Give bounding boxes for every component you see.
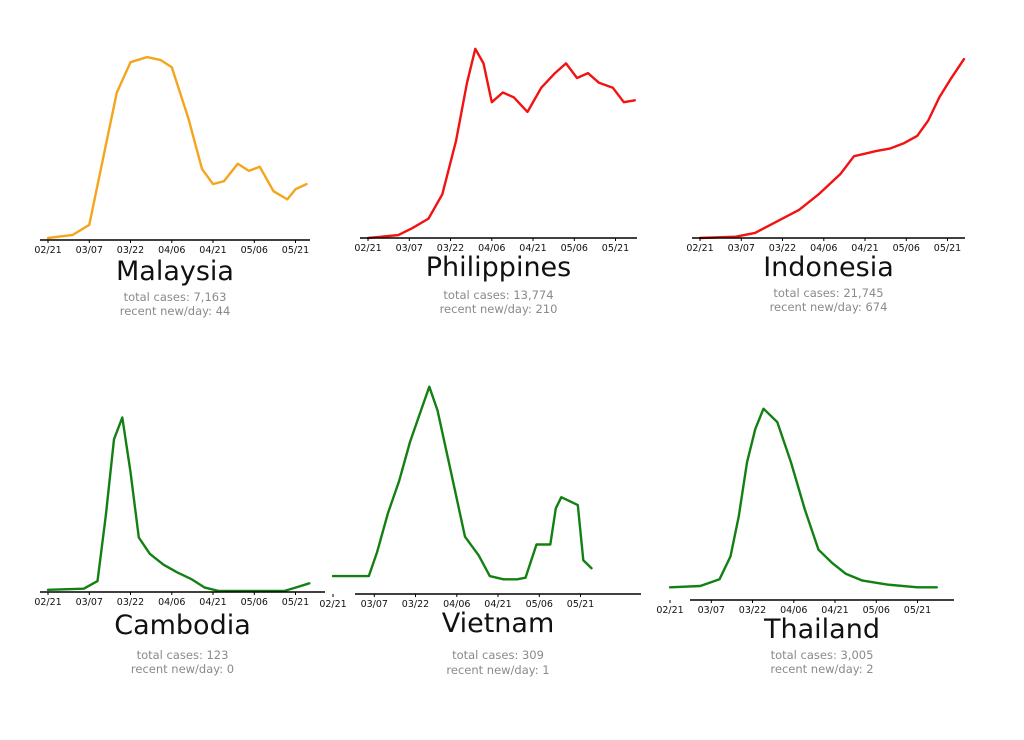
series-line-indonesia bbox=[698, 57, 966, 240]
recent-new-per-day-label: recent new/day: 0 bbox=[130, 662, 235, 676]
x-tick-label: 03/22 bbox=[117, 597, 144, 608]
recent-new-per-day-label: recent new/day: 210 bbox=[439, 302, 558, 316]
recent-new-per-day-label: recent new/day: 674 bbox=[769, 300, 888, 314]
chart-panel-thailand: 02/21 03/07 03/22 04/06 04/21 05/06 05/21 Thail… bbox=[656, 392, 982, 732]
x-tick-label: 02/21 bbox=[354, 243, 381, 254]
line-chart-thailand: 02/21 03/07 03/22 04/06 04/21 05/06 05/21 bbox=[656, 407, 954, 616]
x-tick-label: 04/21 bbox=[851, 243, 878, 254]
x-tick-label: 04/06 bbox=[780, 605, 807, 616]
x-tick-label: 04/06 bbox=[443, 599, 470, 610]
x-tick-label: 05/21 bbox=[602, 243, 629, 254]
x-tick-label: 04/06 bbox=[158, 245, 185, 256]
x-tick-label: 04/06 bbox=[158, 597, 185, 608]
x-tick-label: 03/22 bbox=[769, 243, 796, 254]
total-cases-label: total cases: 3,005 bbox=[770, 648, 874, 662]
x-tick-label: 02/21 bbox=[319, 599, 346, 610]
chart-title: Indonesia bbox=[763, 252, 894, 283]
x-tick-label: 04/06 bbox=[810, 243, 837, 254]
x-tick-label: 05/21 bbox=[904, 605, 931, 616]
x-tick-label: 03/07 bbox=[396, 243, 423, 254]
chart-title: Thailand bbox=[764, 614, 880, 645]
x-tick-label: 05/06 bbox=[863, 605, 890, 616]
x-tick-label: 03/07 bbox=[76, 597, 103, 608]
line-chart-philippines: 02/21 03/07 03/22 04/06 04/21 05/06 05/21 bbox=[354, 47, 637, 254]
line-chart-malaysia: 02/21 03/07 03/22 04/06 04/21 05/06 05/21 bbox=[34, 55, 310, 256]
x-tick-label: 05/21 bbox=[282, 245, 309, 256]
x-tick-label: 03/07 bbox=[728, 243, 755, 254]
recent-new-per-day-label: recent new/day: 2 bbox=[770, 662, 874, 676]
x-tick-label: 05/06 bbox=[893, 243, 920, 254]
x-tick-label: 02/21 bbox=[34, 245, 61, 256]
x-tick-label: 05/21 bbox=[567, 599, 594, 610]
series-line-cambodia bbox=[46, 416, 311, 593]
recent-new-per-day-label: recent new/day: 1 bbox=[446, 663, 550, 677]
series-line-malaysia bbox=[46, 55, 308, 240]
chart-title: Vietnam bbox=[441, 608, 555, 639]
x-tick-label: 04/21 bbox=[519, 243, 546, 254]
x-tick-label: 04/21 bbox=[484, 599, 511, 610]
chart-title: Malaysia bbox=[116, 256, 234, 287]
x-tick-label: 03/07 bbox=[76, 245, 103, 256]
line-chart-cambodia: 02/21 03/07 03/22 04/06 04/21 05/06 05/21 bbox=[34, 416, 325, 608]
line-chart-indonesia: 02/21 03/07 03/22 04/06 04/21 05/06 05/21 bbox=[686, 57, 966, 254]
x-tick-label: 03/07 bbox=[698, 605, 725, 616]
x-tick-label: 04/21 bbox=[199, 597, 226, 608]
chart-panel-malaysia: 02/21 03/07 03/22 04/06 04/21 05/06 05/21 Malay… bbox=[34, 40, 360, 380]
x-tick-label: 05/21 bbox=[934, 243, 961, 254]
chart-title: Philippines bbox=[425, 252, 572, 283]
country-charts-grid: 02/21 03/07 03/22 04/06 04/21 05/06 05/21 Malay… bbox=[34, 40, 1012, 712]
total-cases-label: total cases: 13,774 bbox=[443, 288, 554, 302]
series-line-philippines bbox=[366, 47, 636, 240]
x-tick-label: 05/06 bbox=[561, 243, 588, 254]
chart-panel-vietnam: 02/21 03/07 03/22 04/06 04/21 05/06 05/21 Vietn… bbox=[319, 372, 645, 712]
chart-panel-cambodia: 02/21 03/07 03/22 04/06 04/21 05/06 05/21 Cambo… bbox=[34, 400, 360, 740]
chart-title: Cambodia bbox=[114, 610, 251, 641]
x-tick-label: 05/06 bbox=[241, 597, 268, 608]
total-cases-label: total cases: 123 bbox=[136, 648, 229, 662]
total-cases-label: total cases: 7,163 bbox=[123, 290, 227, 304]
x-tick-label: 03/22 bbox=[117, 245, 144, 256]
x-tick-label: 02/21 bbox=[656, 605, 683, 616]
chart-panel-indonesia: 02/21 03/07 03/22 04/06 04/21 05/06 05/21 Indon… bbox=[686, 40, 1012, 380]
x-tick-label: 04/06 bbox=[478, 243, 505, 254]
series-line-vietnam bbox=[331, 385, 593, 581]
x-tick-label: 05/06 bbox=[241, 245, 268, 256]
x-tick-label: 03/07 bbox=[361, 599, 388, 610]
x-tick-label: 03/22 bbox=[739, 605, 766, 616]
x-tick-label: 02/21 bbox=[686, 243, 713, 254]
x-tick-label: 04/21 bbox=[821, 605, 848, 616]
x-tick-label: 03/22 bbox=[402, 599, 429, 610]
total-cases-label: total cases: 21,745 bbox=[773, 286, 884, 300]
x-tick-label: 04/21 bbox=[199, 245, 226, 256]
x-tick-label: 05/06 bbox=[526, 599, 553, 610]
line-chart-vietnam: 02/21 03/07 03/22 04/06 04/21 05/06 05/21 bbox=[319, 385, 641, 610]
total-cases-label: total cases: 309 bbox=[452, 648, 544, 662]
x-tick-label: 05/21 bbox=[282, 597, 309, 608]
chart-panel-philippines: 02/21 03/07 03/22 04/06 04/21 05/06 05/21 Phili… bbox=[354, 40, 680, 380]
x-tick-label: 02/21 bbox=[34, 597, 61, 608]
series-line-thailand bbox=[668, 407, 938, 589]
x-tick-label: 03/22 bbox=[437, 243, 464, 254]
recent-new-per-day-label: recent new/day: 44 bbox=[119, 304, 231, 318]
